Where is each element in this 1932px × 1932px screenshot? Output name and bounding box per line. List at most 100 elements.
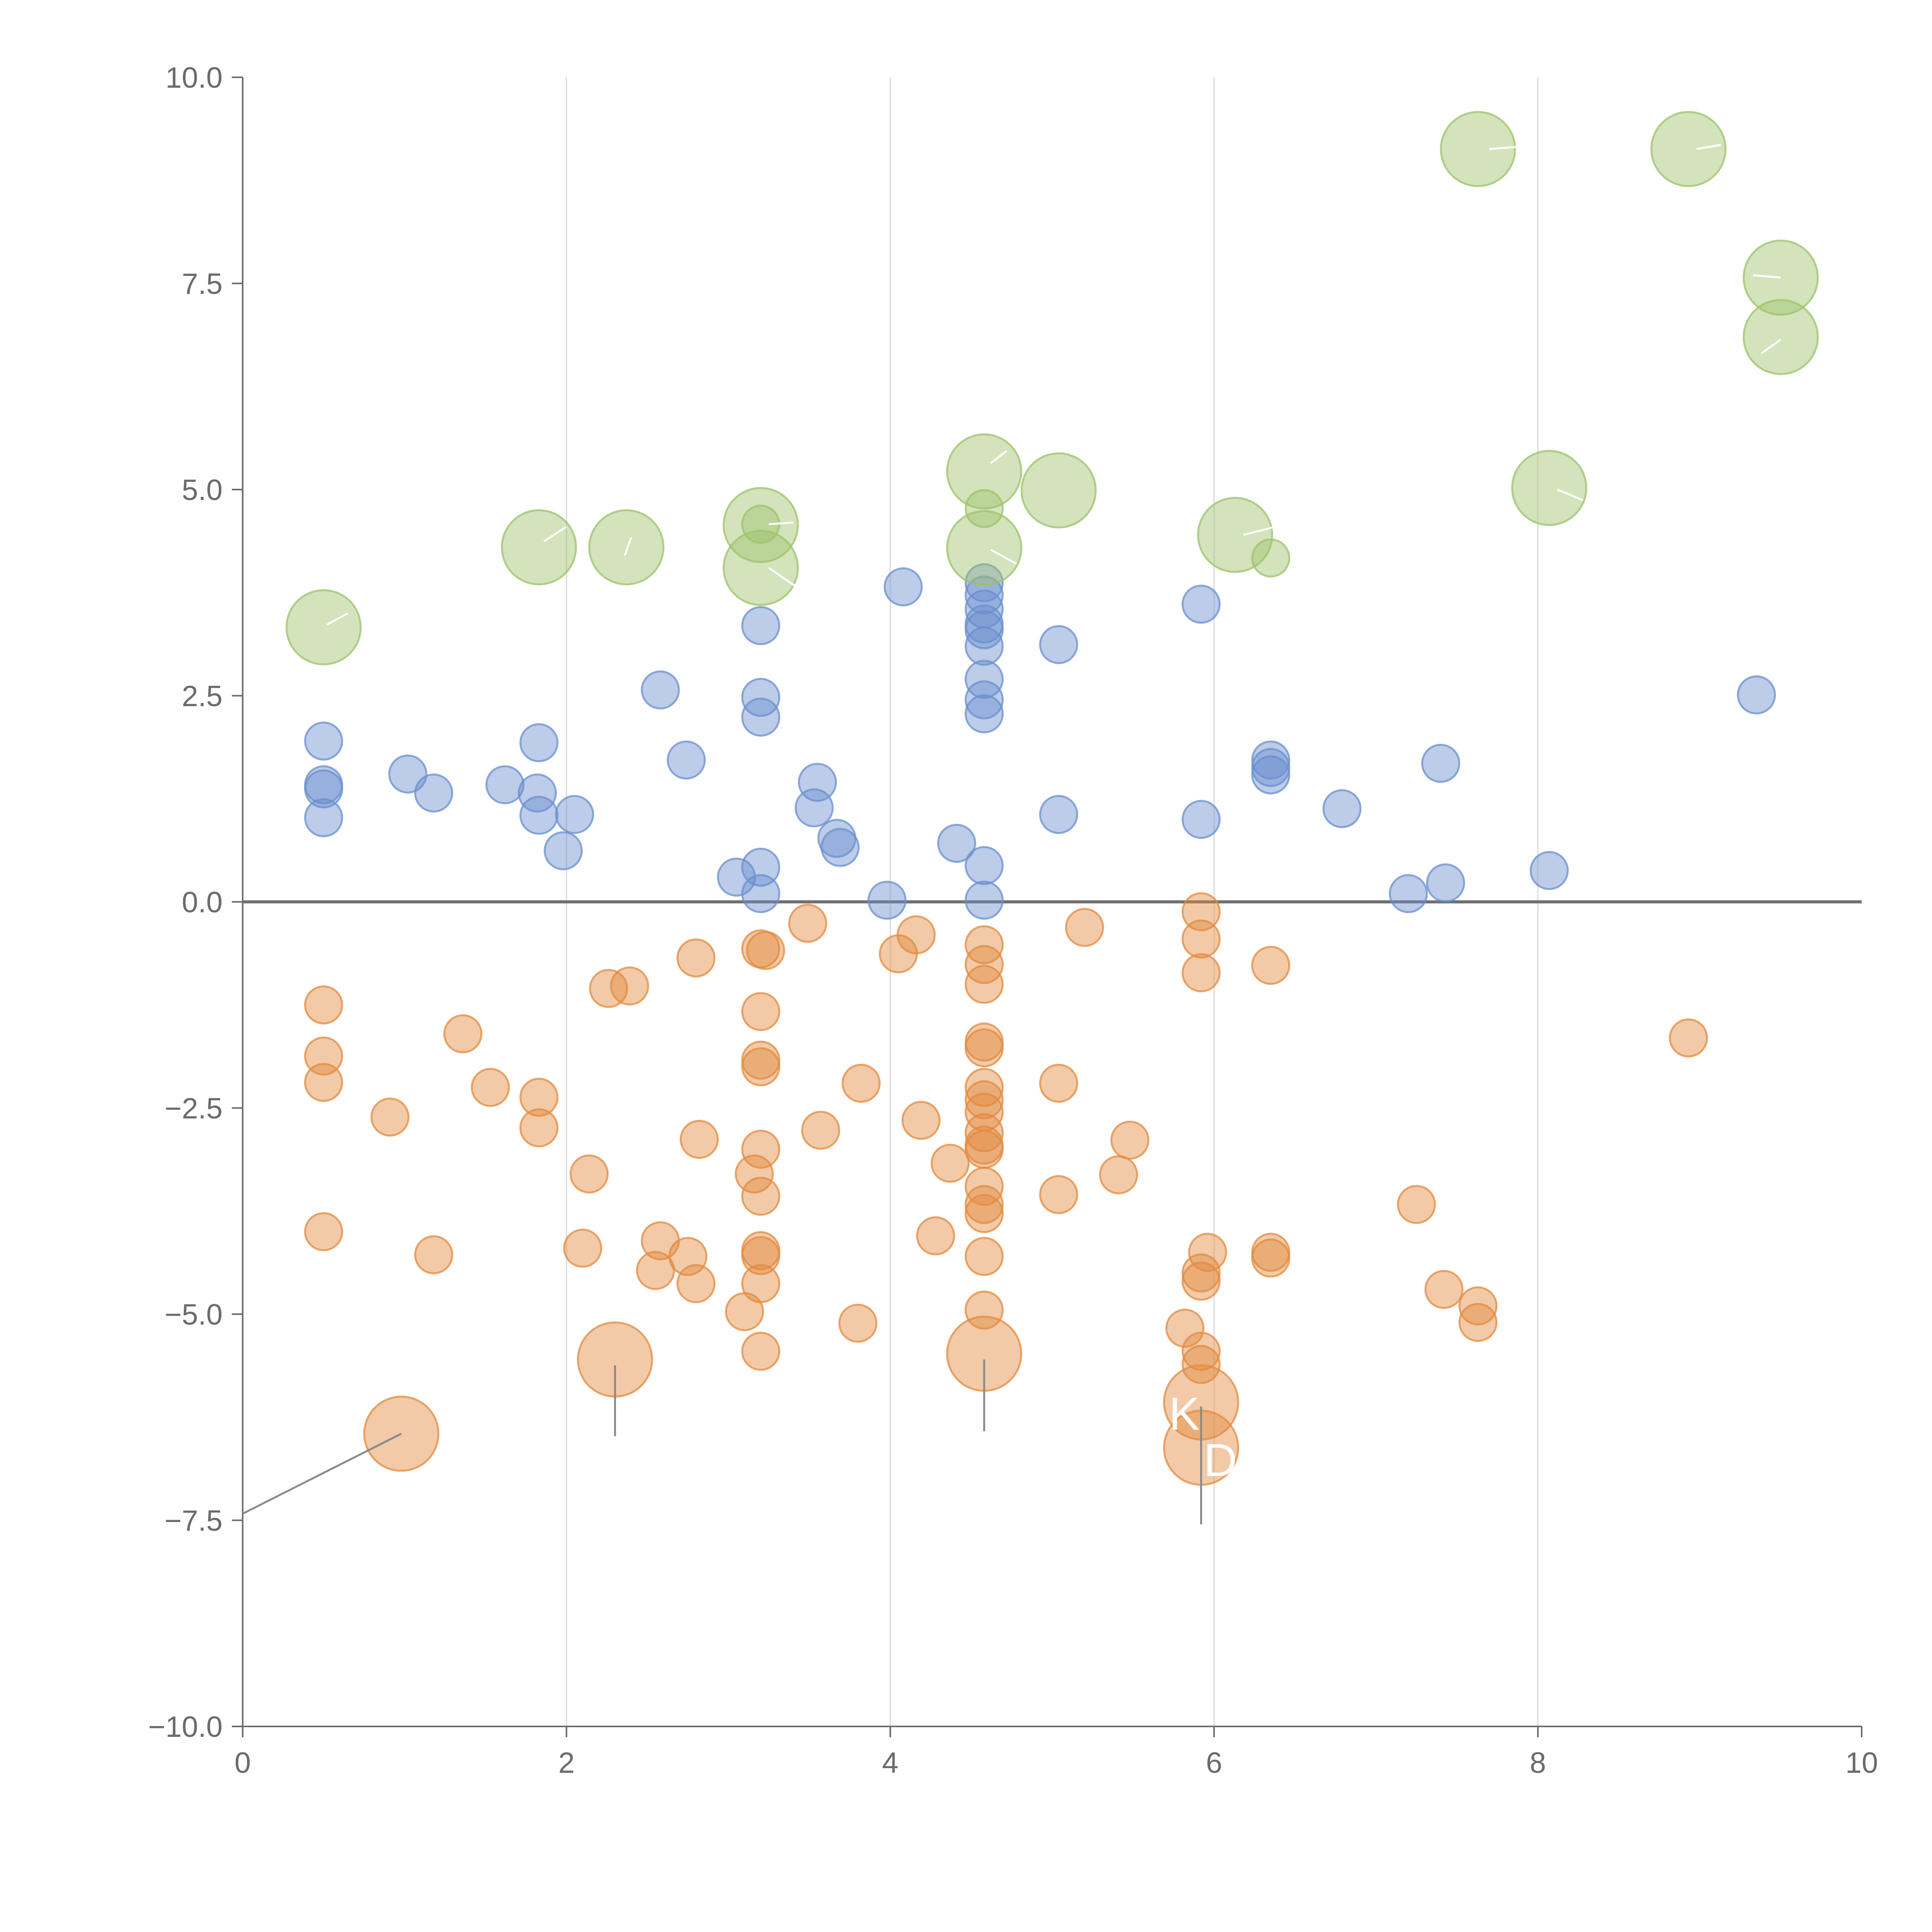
point-orange-44 [964, 964, 1004, 1004]
point-orange-4 [370, 1097, 410, 1137]
point-blue-12 [641, 670, 680, 710]
point-orange-66 [1181, 953, 1221, 993]
point-blue-49 [1529, 851, 1569, 890]
leader-light-0 [326, 612, 349, 626]
point-orange-55 [964, 1194, 1004, 1233]
point-orange-13 [610, 966, 649, 1006]
y-tick-label-7: −7.5 [165, 1505, 223, 1537]
point-orange-59 [1039, 1175, 1078, 1214]
point-blue-25 [884, 567, 923, 607]
leader-light-2 [624, 537, 632, 556]
point-orange-50 [964, 1113, 1004, 1153]
point-orange-79 [1669, 1018, 1708, 1058]
y-tick-label-1: 7.5 [182, 268, 223, 301]
point-blue-23 [820, 828, 860, 867]
point-orange-76 [1424, 1270, 1464, 1309]
leader-light-11 [1753, 274, 1781, 279]
y-tick-label-0: 10.0 [165, 61, 223, 94]
x-tick-label-4: 8 [1530, 1747, 1546, 1779]
point-orange-19 [680, 1120, 719, 1159]
point-blue-7 [519, 723, 559, 762]
point-orange-41 [930, 1143, 970, 1183]
point-blue-14 [717, 857, 756, 897]
annotation-label-d: D [1204, 1434, 1237, 1486]
point-orange-65 [1181, 919, 1221, 959]
point-blue-2 [304, 769, 343, 809]
point-green-4 [723, 530, 799, 606]
point-green-7 [1020, 452, 1097, 529]
point-orange-24 [741, 992, 781, 1031]
point-blue-10 [555, 795, 594, 834]
point-blue-35 [964, 694, 1004, 733]
point-blue-45 [1322, 789, 1362, 828]
point-blue-41 [1181, 800, 1221, 839]
point-orange-21 [735, 1154, 774, 1194]
point-orange-32 [741, 1332, 781, 1371]
point-orange-36 [838, 1303, 878, 1343]
point-orange-38 [896, 915, 936, 954]
point-orange-31 [741, 1264, 781, 1303]
point-orange-0 [304, 985, 343, 1025]
point-blue-11 [544, 831, 583, 871]
point-orange-34 [801, 1111, 840, 1150]
point-blue-26 [937, 823, 976, 863]
point-orange-78 [1458, 1303, 1498, 1342]
point-blue-38 [1039, 625, 1078, 664]
point-orange-46 [964, 1028, 1004, 1068]
point-orange-27 [741, 1129, 781, 1169]
point-orange-72 [1251, 946, 1291, 985]
point-blue-48 [1426, 863, 1465, 903]
point-orange-74 [1251, 1238, 1291, 1278]
point-blue-31 [964, 610, 1004, 650]
point-green-6 [946, 510, 1022, 587]
point-orange-60 [1065, 908, 1104, 947]
point-green-11 [1650, 111, 1727, 187]
point-blue-3 [304, 798, 343, 837]
x-tick-label-3: 6 [1206, 1747, 1222, 1779]
point-orange-3 [304, 1212, 343, 1252]
y-tick-label-3: 2.5 [182, 680, 223, 713]
y-tick-label-2: 5.0 [182, 474, 223, 507]
point-orange-14 [636, 1251, 675, 1290]
point-orange-54 [964, 1185, 1004, 1224]
point-orange-63 [1165, 1308, 1205, 1348]
point-green-small-2 [1251, 538, 1291, 578]
leader-light-6 [990, 549, 1017, 565]
x-tick-label-0: 0 [235, 1747, 251, 1779]
point-orange-62 [1110, 1121, 1150, 1160]
point-green-10 [1511, 450, 1587, 526]
point-blue-36 [964, 846, 1004, 885]
point-blue-24 [867, 881, 907, 920]
point-blue-13 [667, 740, 706, 780]
annotation-labels: K D [1169, 1388, 1237, 1486]
point-blue-8 [518, 773, 557, 813]
point-orange-26 [741, 1047, 781, 1087]
point-green-13 [1743, 299, 1819, 375]
point-green-small-1 [964, 489, 1004, 528]
point-orange-12 [589, 969, 628, 1008]
y-tick-label-5: −2.5 [165, 1092, 223, 1125]
point-orange-58 [1039, 1063, 1078, 1103]
point-blue-21 [794, 788, 834, 828]
point-orange-28 [741, 1177, 781, 1216]
point-orange-40 [916, 1216, 955, 1255]
y-tick-label-8: −10.0 [148, 1711, 223, 1743]
leader-light-8 [1489, 145, 1522, 150]
point-orange-64 [1181, 892, 1221, 932]
annotation-label-k: K [1169, 1388, 1200, 1440]
leader-light-9 [1557, 488, 1584, 502]
point-orange-56 [964, 1237, 1004, 1276]
point-orange-17 [676, 938, 716, 978]
leader-light-5 [990, 450, 1008, 464]
point-green-2 [588, 509, 665, 585]
point-orange-77 [1458, 1286, 1498, 1326]
axes: 10.0 7.5 5.0 2.5 0.0 −2.5 −5.0 −7.5 −10.0 0 2 4 6 8 10 [148, 61, 1878, 1779]
point-orange-8 [519, 1078, 559, 1117]
point-orange-35 [842, 1063, 881, 1103]
point-blue-44 [1251, 755, 1291, 794]
point-orange-33 [788, 903, 827, 943]
leader-light-12 [1760, 338, 1781, 354]
point-orange-30 [741, 1236, 781, 1275]
leader-light-4 [768, 567, 797, 588]
